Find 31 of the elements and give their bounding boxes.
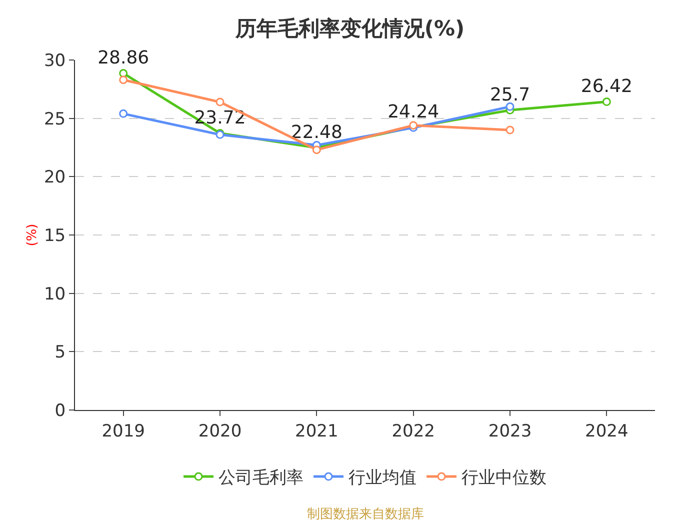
x-tick-label: 2024	[585, 421, 628, 442]
x-tick-label: 2022	[392, 421, 435, 442]
point	[602, 98, 611, 106]
point	[312, 146, 321, 154]
point	[216, 98, 224, 106]
data-label: 22.48	[290, 122, 342, 143]
point	[119, 76, 128, 84]
data-label: 24.24	[388, 101, 440, 122]
data-label: 25.7	[490, 84, 530, 106]
point	[119, 109, 128, 118]
data-label: 28.86	[98, 47, 150, 68]
x-tick-label: 2023	[488, 421, 532, 442]
point	[506, 102, 514, 111]
data-label: 26.42	[580, 76, 632, 97]
legend-label: 公司毛利率	[218, 468, 304, 488]
y-tick-label: 30	[44, 50, 66, 71]
legend-label: 行业中位数	[462, 468, 546, 488]
y-tick-label: 15	[44, 226, 66, 246]
y-axis-title: (%)	[24, 224, 40, 246]
text: 制图数据来自数据库	[307, 507, 424, 522]
x-tick-label: 2020	[198, 421, 242, 442]
y-tick-label: 10	[44, 284, 66, 304]
x-tick-label: 2019	[102, 421, 145, 442]
y-tick-label: 0	[54, 400, 66, 421]
point	[506, 126, 514, 134]
y-tick-label: 20	[44, 168, 66, 188]
y-tick-label: 5	[54, 342, 66, 363]
y-tick-label: 25	[44, 109, 66, 130]
x-tick-label: 2021	[295, 421, 338, 442]
chart-title: 历年毛利率变化情况(%)	[234, 16, 465, 41]
legend-label: 行业均值	[348, 468, 416, 488]
